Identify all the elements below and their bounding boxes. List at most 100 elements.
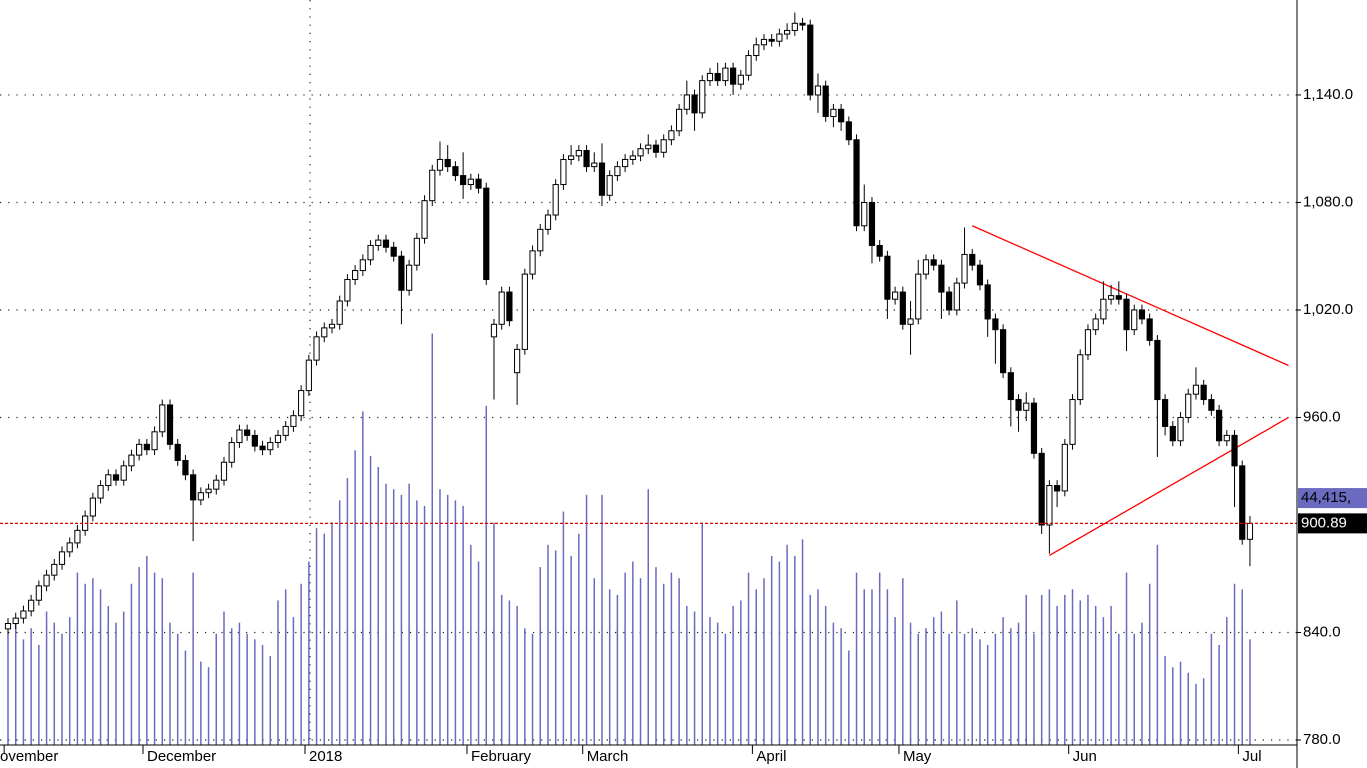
candle-body [251,434,258,447]
volume-bar [979,639,981,745]
candle-body [483,187,490,281]
volume-bar [886,589,889,745]
volume-bar [747,572,750,745]
volume-bar [1241,589,1243,745]
candle-body [490,323,498,338]
volume-bar [392,489,395,745]
volume-bar [670,572,673,745]
candle-body [1015,399,1022,411]
candle-body [622,158,629,168]
volume-bar [909,622,912,745]
volume-bar [1195,683,1197,745]
candle-body [629,155,636,160]
candle-body [89,497,96,517]
y-tick-label: 1,080.0 [1303,193,1353,210]
candle-body [1046,485,1053,526]
volume-bar [755,589,758,745]
candle-body [552,184,559,216]
volume-bar [146,555,148,745]
candle-body [213,479,220,490]
candle-body [1231,434,1238,467]
volume-bar [1118,633,1120,745]
volume-bar [30,628,32,745]
candle-body [737,74,744,85]
candle-body [853,139,860,227]
volume-bar [1048,589,1051,745]
candle-body [915,273,922,320]
candle-body [1223,434,1230,442]
volume-bar [1017,622,1020,745]
volume-bar [693,611,696,745]
volume-bar [770,555,773,745]
candle-body [220,461,228,481]
candle-body [544,214,552,230]
candle-body [143,443,150,451]
volume-bar [446,494,449,745]
candle-body [1038,452,1045,526]
volume-bar [940,611,943,745]
candle-body [1084,329,1092,356]
volume-bar [1102,617,1105,745]
volume-bar [346,478,349,745]
volume-bar [500,594,503,745]
volume-bar [863,589,866,745]
volume-bar [724,633,727,745]
volume-bar [809,594,812,745]
volume-bar [547,544,549,745]
candle-body [892,291,899,300]
candle-body [105,474,112,487]
candle-body [413,237,420,266]
candle-body [328,323,336,329]
volume-bar [1010,628,1012,745]
y-tick-label: 1,020.0 [1303,301,1353,318]
y-tick-label: 840.0 [1303,623,1341,640]
volume-bar [778,561,781,745]
candle-body [66,542,73,553]
candle-body [267,442,274,451]
candle-body [753,44,760,57]
candle-body [382,239,390,248]
candle-body [390,246,397,257]
candle-body [1092,318,1099,331]
volume-bar [153,572,156,745]
volume-bar [994,633,997,745]
candle-body [475,178,482,189]
volume-bar [377,467,380,745]
volume-bar [315,528,318,745]
volume-bar [138,567,140,745]
volume-bar [1025,594,1027,745]
candle-body [236,429,243,444]
candle-body [1192,384,1200,395]
candle-body [938,264,945,293]
volume-bar [1226,617,1228,745]
candle-body [699,80,706,114]
volume-bar [176,633,179,745]
volume-bar [76,572,79,745]
trendline [971,225,1289,367]
candle-body [1077,354,1084,401]
volume-bar [477,561,480,745]
candle-body [359,259,366,272]
volume-bar [817,589,819,745]
candle-body [645,144,652,150]
volume-bar [338,500,341,745]
volume-bar [462,505,464,745]
volume-bar [562,511,565,745]
volume-bar [593,578,596,745]
candle-body [282,425,289,436]
volume-bar [925,628,927,745]
candle-body [598,162,606,196]
candle-body [421,200,428,239]
volume-bar [801,539,804,745]
volume-bar [485,405,488,745]
candle-body [182,459,189,476]
volume-bar [956,600,958,745]
volume-bar [423,505,426,745]
volume-bar [84,583,86,745]
candle-body [591,162,598,168]
volume-bar [662,583,665,745]
candle-body [444,158,451,168]
candle-body [97,485,104,499]
